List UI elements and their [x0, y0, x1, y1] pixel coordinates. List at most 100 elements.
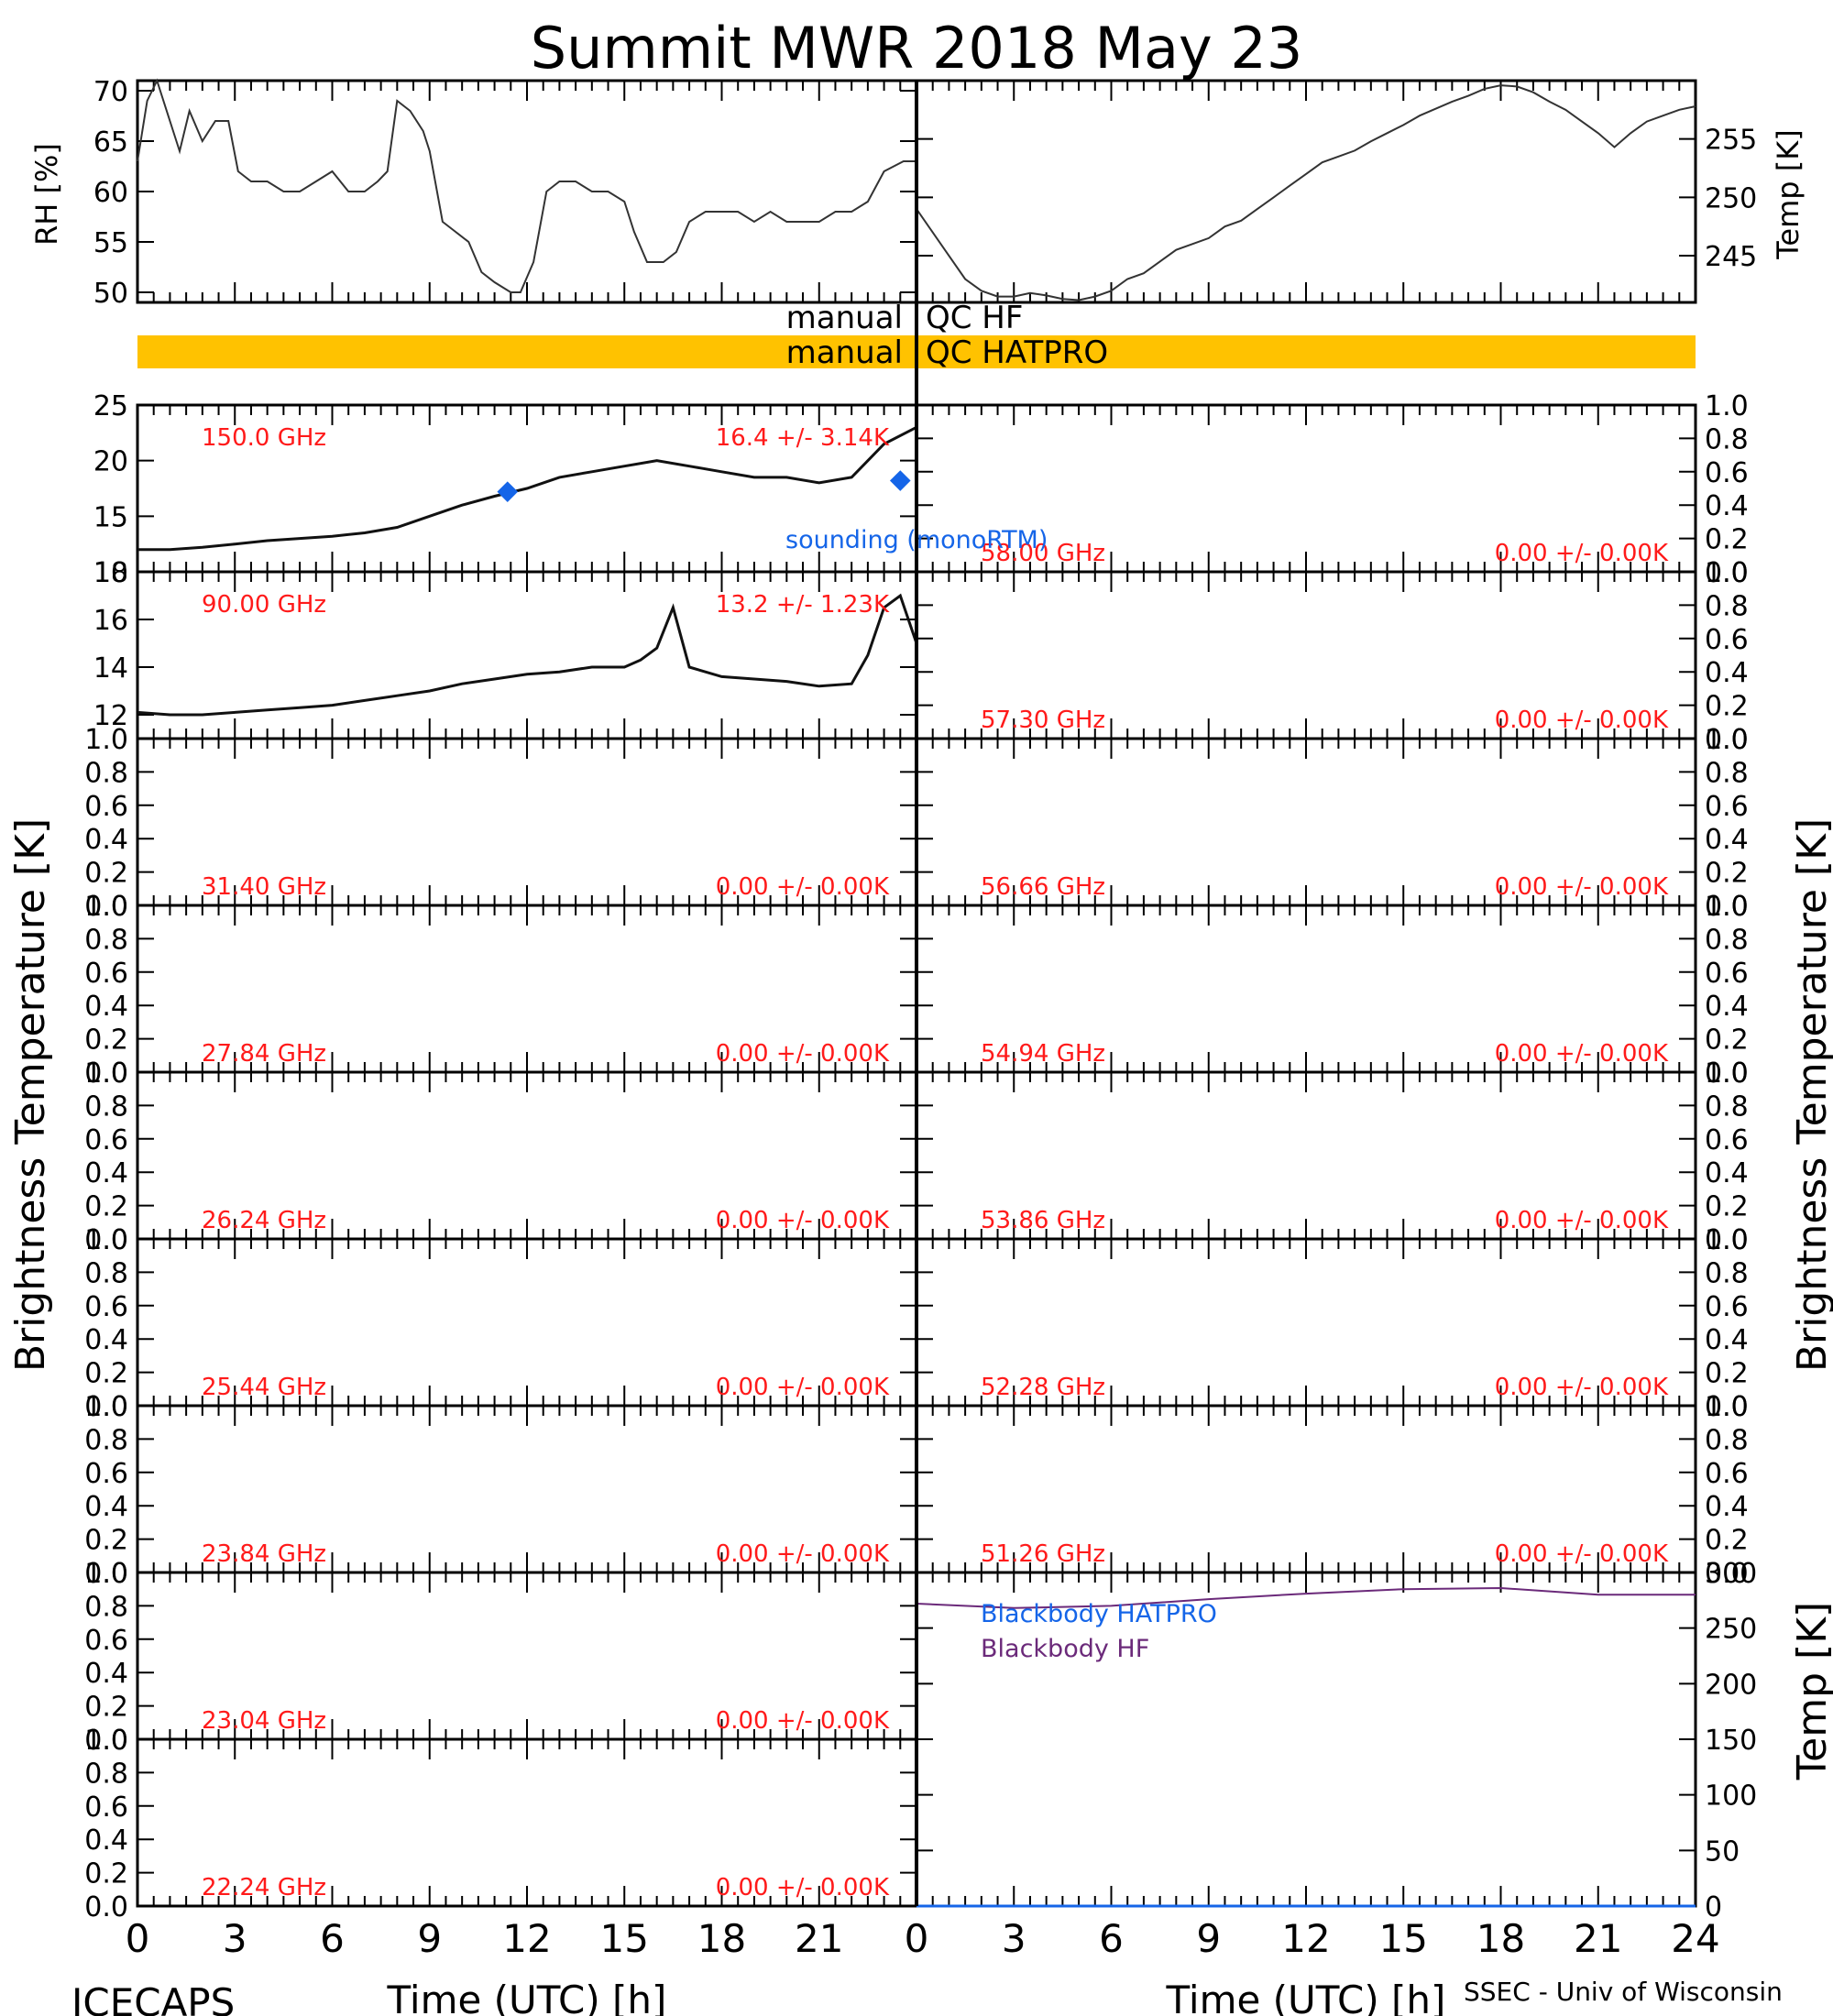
- temp-panel: 245 250 255: [915, 79, 1757, 304]
- y-tick-label: 0.2: [84, 858, 128, 890]
- channel-stats-label: 13.2 +/- 1.23K: [716, 591, 890, 619]
- x-tick-label: 0: [905, 1916, 929, 1961]
- blackbody-temp-axis-label: Temp [K]: [1789, 1602, 1833, 1780]
- y-tick-label: 0.2: [1705, 1024, 1749, 1057]
- rh-axis-label: RH [%]: [29, 143, 64, 246]
- y-tick-label: 1.0: [1705, 390, 1749, 422]
- y-tick-label: 0.6: [84, 958, 128, 990]
- y-tick-label: 0.4: [1705, 991, 1749, 1023]
- y-tick-label: 0.6: [84, 1124, 128, 1156]
- channel-stats-label: 0.00 +/- 0.00K: [1495, 540, 1669, 567]
- channel-frequency-label: 90.00 GHz: [202, 591, 326, 619]
- y-tick-label: 16: [93, 605, 128, 637]
- y-tick-label: 50: [1705, 1835, 1740, 1868]
- channel-frequency-label: 57.30 GHz: [981, 707, 1105, 734]
- y-tick-label: 0.2: [84, 1358, 128, 1390]
- y-tick-label: 0.8: [84, 1090, 128, 1123]
- y-tick-label: 0.8: [1705, 1090, 1749, 1123]
- y-tick-label: 0.4: [84, 1824, 128, 1857]
- y-tick-label: 0.0: [84, 1558, 128, 1590]
- y-tick-label: 1.0: [84, 891, 128, 923]
- y-tick-label: 1.0: [84, 724, 128, 756]
- channel-stats-label: 0.00 +/- 0.00K: [1495, 707, 1669, 734]
- channel-frequency-label: 54.94 GHz: [981, 1040, 1105, 1068]
- channel-frequency-label: 52.28 GHz: [981, 1374, 1105, 1401]
- temp-axis-label: Temp [K]: [1771, 129, 1806, 259]
- y-tick-label: 1.0: [1705, 724, 1749, 756]
- y-tick-label: 0.6: [1705, 1124, 1749, 1156]
- channel-panel: 0.00.20.40.60.81.058.00 GHz 0.00 +/- 0.00…: [915, 390, 1749, 589]
- channel-panel: 0.00.20.40.60.81.026.24 GHz 0.00 +/- 0.00…: [84, 1057, 918, 1256]
- y-tick-label: 0.4: [1705, 1491, 1749, 1523]
- blackbody-hf-line: [916, 1586, 1696, 1609]
- y-tick-label: 0.0: [84, 1057, 128, 1090]
- y-tick-label: 0.8: [84, 1591, 128, 1623]
- right-brightness-temperature-label: Brightness Temperature [K]: [1789, 818, 1833, 1372]
- x-tick-label: 6: [320, 1916, 345, 1961]
- channel-stats-label: 0.00 +/- 0.00K: [716, 1207, 890, 1234]
- y-tick-label: 0.8: [1705, 924, 1749, 956]
- y-tick-label: 0.6: [84, 1458, 128, 1490]
- y-tick-label: 0.6: [84, 1791, 128, 1824]
- y-tick-label: 150: [1705, 1725, 1757, 1757]
- y-tick-label: 1.0: [1705, 1391, 1749, 1423]
- right-time-axis-label: Time (UTC) [h]: [1166, 1978, 1446, 2016]
- channel-frequency-label: 27.84 GHz: [202, 1040, 326, 1068]
- channel-frequency-label: 53.86 GHz: [981, 1207, 1105, 1234]
- y-tick-label: 1.0: [1705, 557, 1749, 589]
- x-tick-label: 12: [502, 1916, 551, 1961]
- channel-panel: 0.00.20.40.60.81.023.84 GHz 0.00 +/- 0.00…: [84, 1391, 918, 1590]
- y-tick-label: 200: [1705, 1669, 1757, 1701]
- y-tick-label: 20: [93, 446, 128, 478]
- y-tick-label: 18: [93, 557, 128, 589]
- channel-stats-label: 0.00 +/- 0.00K: [716, 1707, 890, 1735]
- figure-title: Summit MWR 2018 May 23: [531, 15, 1303, 82]
- channel-stats-label: 0.00 +/- 0.00K: [1495, 1374, 1669, 1401]
- y-tick-label: 0.0: [1705, 724, 1749, 756]
- y-tick-label: 0.0: [1705, 891, 1749, 923]
- y-tick-label: 0.6: [1705, 624, 1749, 656]
- qc-hf-left-label: manual: [786, 300, 903, 336]
- x-tick-label: 21: [795, 1916, 843, 1961]
- y-tick-label: 1.0: [84, 1224, 128, 1256]
- y-tick-label: 0.4: [84, 1324, 128, 1356]
- y-tick-label: 0.4: [1705, 1157, 1749, 1189]
- y-tick-label: 255: [1705, 125, 1757, 157]
- y-tick-label: 60: [93, 177, 128, 209]
- y-tick-label: 14: [93, 652, 128, 685]
- channel-panel: 0.00.20.40.60.81.054.94 GHz 0.00 +/- 0.00…: [915, 891, 1749, 1090]
- left-brightness-temperature-label: Brightness Temperature [K]: [7, 818, 54, 1372]
- channel-stats-label: 0.00 +/- 0.00K: [1495, 1540, 1669, 1568]
- y-tick-label: 0.8: [84, 924, 128, 956]
- y-tick-label: 0.8: [1705, 757, 1749, 789]
- y-tick-label: 0.4: [1705, 490, 1749, 522]
- channel-panel: 0.00.20.40.60.81.022.24 GHz 0.00 +/- 0.00…: [84, 1725, 918, 1923]
- channel-frequency-label: 51.26 GHz: [981, 1540, 1105, 1568]
- y-tick-label: 0.8: [84, 757, 128, 789]
- y-tick-label: 0.6: [84, 1625, 128, 1657]
- y-tick-label: 50: [93, 278, 128, 310]
- rh-panel: 50 55 60 65 70: [93, 76, 918, 310]
- channel-frequency-label: 31.40 GHz: [202, 873, 326, 901]
- y-tick-label: 0.2: [1705, 691, 1749, 723]
- y-tick-label: 1.0: [84, 1725, 128, 1757]
- y-tick-label: 0.2: [1705, 858, 1749, 890]
- y-tick-label: 0.2: [1705, 1525, 1749, 1557]
- blackbody-hatpro-legend: Blackbody HATPRO: [981, 1600, 1217, 1628]
- y-tick-label: 0.6: [84, 791, 128, 823]
- channel-series-line: [137, 425, 917, 552]
- y-tick-label: 25: [93, 390, 128, 422]
- y-tick-label: 1.0: [84, 1391, 128, 1423]
- x-tick-label: 6: [1099, 1916, 1124, 1961]
- y-tick-label: 0: [1705, 1891, 1722, 1923]
- channel-frequency-label: 23.04 GHz: [202, 1707, 326, 1735]
- sounding-marker: [497, 481, 519, 502]
- y-tick-label: 0.8: [1705, 1257, 1749, 1289]
- left-time-axis-label: Time (UTC) [h]: [387, 1978, 667, 2016]
- y-tick-label: 0.8: [84, 1758, 128, 1790]
- x-tick-label: 15: [600, 1916, 649, 1961]
- y-tick-label: 0.6: [1705, 958, 1749, 990]
- y-tick-label: 0.8: [1705, 423, 1749, 455]
- channel-panel: 0.00.20.40.60.81.057.30 GHz 0.00 +/- 0.00…: [915, 557, 1749, 756]
- temp-series-line: [916, 84, 1696, 301]
